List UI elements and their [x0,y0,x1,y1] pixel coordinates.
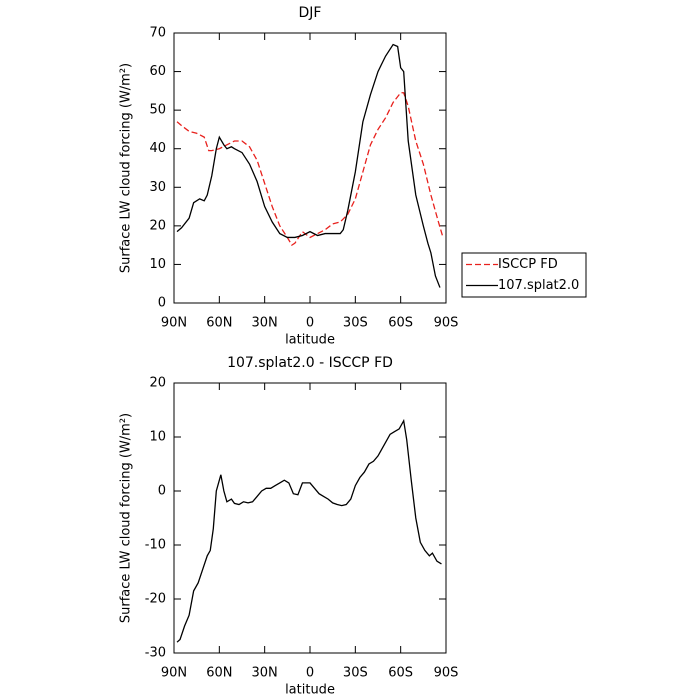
x-tick-label: 90N [161,666,187,681]
x-axis-label: latitude [285,683,335,698]
y-axis-label: Surface LW cloud forcing (W/m²) [119,413,134,623]
y-tick-label: -20 [145,592,166,607]
chart-title: 107.splat2.0 - ISCCP FD [227,355,393,371]
legend-label: 107.splat2.0 [498,278,579,293]
y-tick-label: -30 [145,646,166,661]
y-tick-label: 10 [149,430,166,445]
legend-label: ISCCP FD [498,257,558,272]
y-tick-label: -10 [145,538,166,553]
data-line [176,418,442,643]
y-tick-label: 0 [158,296,166,311]
y-tick-label: 20 [149,218,166,233]
x-tick-label: 60S [388,316,413,331]
x-tick-label: 0 [306,666,314,681]
x-tick-label: 30S [343,666,368,681]
y-tick-label: 50 [149,103,166,118]
y-tick-label: 40 [149,141,166,156]
y-tick-label: 20 [149,376,166,391]
y-tick-label: 60 [149,64,166,79]
data-line [176,92,444,247]
plot-frame [173,32,447,304]
y-tick-label: 0 [158,484,166,499]
y-tick-label: 70 [149,26,166,41]
y-axis-label: Surface LW cloud forcing (W/m²) [119,63,134,273]
x-tick-label: 30S [343,316,368,331]
x-tick-label: 90N [161,316,187,331]
y-tick-label: 30 [149,180,166,195]
x-tick-label: 30N [252,666,278,681]
data-line [176,43,441,288]
x-tick-label: 90S [434,666,459,681]
x-tick-label: 0 [306,316,314,331]
x-tick-label: 60N [206,666,232,681]
x-tick-label: 60N [206,316,232,331]
x-tick-label: 90S [434,316,459,331]
x-tick-label: 30N [252,316,278,331]
chart-title: DJF [299,5,322,21]
legend-box [461,252,587,298]
y-tick-label: 10 [149,257,166,272]
x-tick-label: 60S [388,666,413,681]
x-axis-label: latitude [285,333,335,348]
